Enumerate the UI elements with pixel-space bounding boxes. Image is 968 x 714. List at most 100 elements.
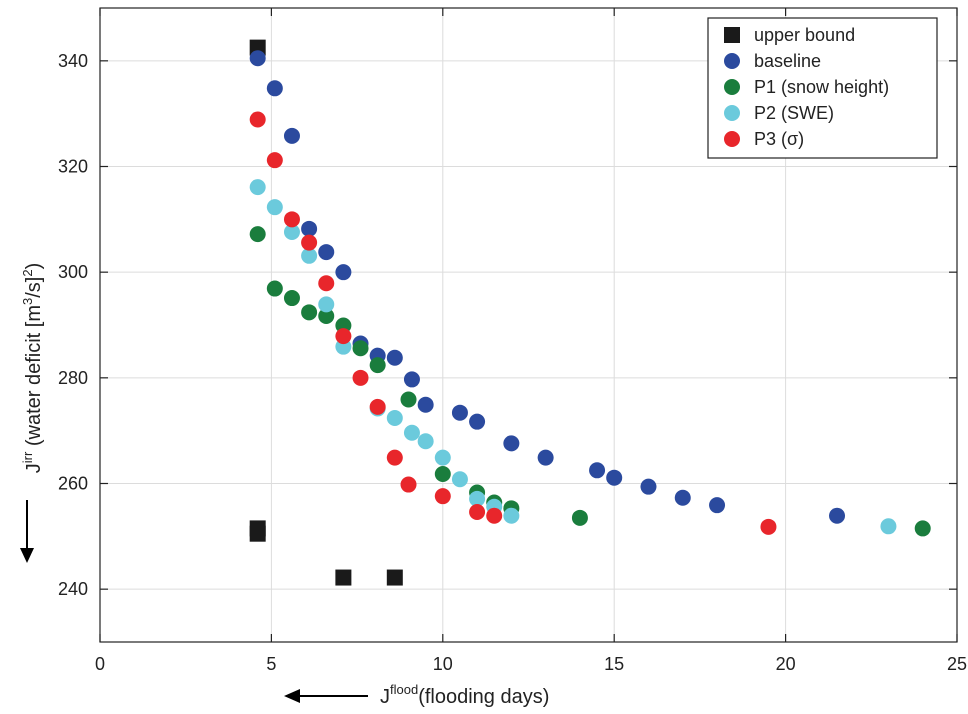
legend-entry-label: P2 (SWE) bbox=[754, 103, 834, 123]
legend-marker bbox=[724, 53, 740, 69]
legend-marker bbox=[724, 105, 740, 121]
data-point bbox=[301, 220, 318, 237]
data-point bbox=[451, 404, 468, 421]
data-point bbox=[249, 226, 266, 243]
data-points bbox=[249, 39, 931, 586]
upper-bound-point bbox=[335, 569, 352, 586]
data-point bbox=[829, 507, 846, 524]
legend-entry-label: upper bound bbox=[754, 25, 855, 45]
data-point bbox=[335, 264, 352, 281]
data-point bbox=[335, 328, 352, 345]
data-point bbox=[301, 304, 318, 321]
data-point bbox=[417, 433, 434, 450]
data-point bbox=[640, 478, 657, 495]
x-tick-label: 15 bbox=[604, 654, 624, 674]
x-direction-arrow bbox=[284, 689, 368, 703]
y-tick-label: 340 bbox=[58, 51, 88, 71]
x-tick-label: 5 bbox=[266, 654, 276, 674]
data-point bbox=[403, 371, 420, 388]
legend-entry-label: P1 (snow height) bbox=[754, 77, 889, 97]
data-point bbox=[760, 518, 777, 535]
x-axis-label-sup: flood bbox=[390, 682, 418, 697]
data-point bbox=[469, 413, 486, 430]
y-tick-label: 260 bbox=[58, 474, 88, 494]
data-point bbox=[369, 398, 386, 415]
data-point bbox=[606, 469, 623, 486]
data-point bbox=[318, 244, 335, 261]
data-point bbox=[400, 391, 417, 408]
data-point bbox=[249, 111, 266, 128]
data-point bbox=[386, 449, 403, 466]
data-point bbox=[469, 490, 486, 507]
data-point bbox=[434, 465, 451, 482]
data-point bbox=[283, 127, 300, 144]
data-point bbox=[301, 234, 318, 251]
y-direction-arrow bbox=[20, 500, 34, 563]
legend-entry-label: P3 (σ) bbox=[754, 129, 804, 149]
data-point bbox=[486, 507, 503, 524]
data-point bbox=[451, 471, 468, 488]
y-tick-label: 280 bbox=[58, 368, 88, 388]
data-point bbox=[301, 247, 318, 264]
data-point bbox=[266, 199, 283, 216]
series-3 bbox=[249, 179, 897, 535]
data-point bbox=[386, 409, 403, 426]
x-tick-label: 0 bbox=[95, 654, 105, 674]
data-point bbox=[674, 489, 691, 506]
y-tick-label: 240 bbox=[58, 579, 88, 599]
data-point bbox=[400, 476, 417, 493]
data-point bbox=[283, 211, 300, 228]
data-point bbox=[417, 396, 434, 413]
y-axis-label-main: J bbox=[23, 463, 45, 473]
axis-ticks: 0 5 10 15 20 25 240 260 280 300 320 340 bbox=[58, 8, 967, 674]
data-point bbox=[369, 357, 386, 374]
legend: upper bound baseline P1 (snow height) P2 (S… bbox=[707, 17, 938, 159]
y-axis-label: Jirr (water deficit [m3/s]2) bbox=[20, 263, 45, 474]
y-axis-label-rest: (water deficit [m bbox=[23, 305, 45, 452]
data-point bbox=[571, 509, 588, 526]
y-axis-label-sup: irr bbox=[20, 451, 35, 463]
series-2 bbox=[249, 226, 931, 537]
data-point bbox=[589, 462, 606, 479]
data-point bbox=[403, 424, 420, 441]
data-point bbox=[318, 296, 335, 313]
y-axis-label-mid: /s] bbox=[23, 277, 45, 298]
upper-bound-point bbox=[249, 525, 266, 542]
data-point bbox=[266, 80, 283, 97]
x-tick-label: 20 bbox=[776, 654, 796, 674]
series-4 bbox=[249, 111, 777, 535]
data-point bbox=[266, 152, 283, 169]
data-point bbox=[283, 224, 300, 241]
legend-marker bbox=[724, 27, 740, 43]
data-point bbox=[318, 275, 335, 292]
y-axis-label-sup3: 2 bbox=[20, 269, 35, 276]
data-point bbox=[709, 497, 726, 514]
y-tick-label: 300 bbox=[58, 262, 88, 282]
data-point bbox=[469, 504, 486, 521]
y-tick-label: 320 bbox=[58, 157, 88, 177]
legend-box bbox=[707, 17, 938, 159]
data-point bbox=[318, 308, 335, 325]
data-point bbox=[352, 369, 369, 386]
data-point bbox=[503, 507, 520, 524]
data-point bbox=[352, 340, 369, 357]
x-tick-label: 25 bbox=[947, 654, 967, 674]
data-point bbox=[283, 290, 300, 307]
y-axis-label-sup2: 3 bbox=[20, 298, 35, 305]
x-tick-label: 10 bbox=[433, 654, 453, 674]
legend-entry-label: baseline bbox=[754, 51, 821, 71]
data-point bbox=[249, 179, 266, 196]
upper-bound-point bbox=[386, 569, 403, 586]
data-point bbox=[266, 280, 283, 297]
x-axis-label-main: J bbox=[380, 686, 390, 708]
legend-marker bbox=[724, 131, 740, 147]
y-axis-label-end: ) bbox=[23, 263, 45, 270]
data-point bbox=[503, 435, 520, 452]
x-axis-label-rest: (flooding days) bbox=[418, 686, 549, 708]
data-point bbox=[434, 449, 451, 466]
data-point bbox=[434, 488, 451, 505]
data-point bbox=[537, 449, 554, 466]
legend-marker bbox=[724, 79, 740, 95]
data-point bbox=[249, 50, 266, 67]
